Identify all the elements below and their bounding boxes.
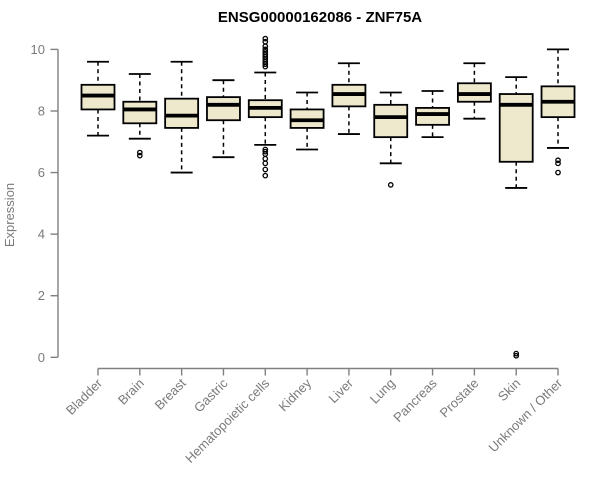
y-tick-label: 0 xyxy=(38,350,45,365)
outlier-point xyxy=(262,155,269,162)
boxplot-hematopoietic-cells xyxy=(247,35,283,179)
boxplot-prostate xyxy=(456,62,492,120)
x-tick-label-unknown-other: Unknown / Other xyxy=(486,375,566,455)
chart-title: ENSG00000162086 - ZNF75A xyxy=(218,9,422,26)
y-tick-label: 10 xyxy=(31,42,45,57)
outlier-point xyxy=(136,152,143,159)
boxplot-gastric xyxy=(206,79,241,159)
boxplot-liver xyxy=(331,62,367,135)
outlier-point xyxy=(262,38,269,45)
boxplot-lung xyxy=(373,91,409,188)
outlier-point xyxy=(262,35,269,42)
y-axis: 0 2 4 6 8 10 xyxy=(31,42,59,365)
boxplot-breast xyxy=(164,60,200,174)
outlier-point xyxy=(262,63,269,70)
boxplot-skin xyxy=(498,76,534,359)
outlier-point xyxy=(262,148,269,155)
iqr-box xyxy=(164,97,200,129)
x-tick-label-lung: Lung xyxy=(367,376,398,407)
x-tick-label-bladder: Bladder xyxy=(63,375,106,418)
outlier-point xyxy=(262,43,269,50)
y-tick-label: 2 xyxy=(38,288,45,303)
outlier-point xyxy=(555,157,561,164)
boxplot-bladder xyxy=(80,60,116,137)
x-tick-label-skin: Skin xyxy=(495,376,523,404)
y-tick-label: 6 xyxy=(38,165,45,180)
x-tick-label-gastric: Gastric xyxy=(191,375,231,415)
boxplot-kidney xyxy=(289,91,325,151)
x-tick-label-prostate: Prostate xyxy=(437,376,482,421)
y-tick-label: 4 xyxy=(38,227,45,242)
outlier-point xyxy=(136,149,143,156)
outlier-point xyxy=(513,350,520,357)
x-tick-label-liver: Liver xyxy=(326,375,357,406)
boxplot-pancreas xyxy=(415,90,450,139)
iqr-box xyxy=(373,103,409,139)
outlier-point xyxy=(262,61,269,68)
boxplot-unknown-other xyxy=(540,48,576,176)
x-tick-label-kidney: Kidney xyxy=(276,375,315,414)
x-tick-label-breast: Breast xyxy=(152,375,189,412)
iqr-box xyxy=(415,107,450,126)
outlier-point xyxy=(262,172,269,179)
outlier-point xyxy=(555,160,561,167)
iqr-box xyxy=(206,96,241,122)
boxplot-brain xyxy=(122,73,158,159)
y-tick-label: 8 xyxy=(38,103,45,118)
outlier-point xyxy=(262,160,269,167)
outlier-point xyxy=(513,352,520,359)
x-tick-label-brain: Brain xyxy=(115,376,147,408)
outlier-point xyxy=(262,166,269,173)
x-tick-label-pancreas: Pancreas xyxy=(390,375,440,425)
y-axis-label: Expression xyxy=(2,183,17,247)
iqr-box xyxy=(122,100,158,125)
outlier-point xyxy=(555,169,561,176)
outlier-point xyxy=(387,182,394,188)
